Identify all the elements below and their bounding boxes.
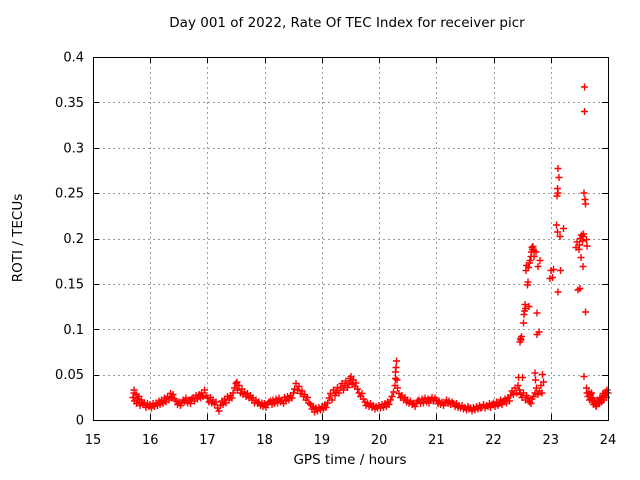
plot-border-and-ticks: [93, 57, 609, 421]
tick-label-layer: 15 16 17 18 19 20 21 22 23 24 0 0.05 0.1 0.15 0.2 0.25 0…: [55, 51, 616, 449]
gridlines: [93, 57, 608, 420]
data-points-roti: [129, 83, 612, 416]
y-tick-label: 0.3: [63, 141, 84, 156]
axis-layer: [93, 57, 609, 421]
y-axis-label: ROTI / TECUs: [10, 194, 26, 282]
data-layer: [129, 83, 612, 416]
y-tick-label: 0: [76, 414, 84, 429]
y-tick-label: 0.15: [55, 277, 84, 292]
y-tick-label: 0.2: [63, 232, 84, 247]
y-tick-label: 0.25: [55, 187, 84, 202]
x-tick-label: 23: [543, 433, 560, 448]
grid-layer: [93, 57, 608, 420]
y-tick-label: 0.1: [63, 323, 84, 338]
x-tick-label: 22: [485, 433, 502, 448]
chart-title: Day 001 of 2022, Rate Of TEC Index for r…: [169, 15, 525, 31]
x-tick-label: 19: [314, 433, 331, 448]
y-tick-label: 0.05: [55, 368, 84, 383]
y-tick-label: 0.35: [55, 96, 84, 111]
x-tick-label: 21: [428, 433, 445, 448]
x-tick-label: 20: [371, 433, 388, 448]
x-axis-label: GPS time / hours: [293, 452, 406, 468]
y-tick-label: 0.4: [63, 51, 84, 66]
x-tick-label: 15: [85, 433, 102, 448]
x-tick-label: 16: [142, 433, 159, 448]
x-tick-label: 17: [199, 433, 216, 448]
x-tick-label: 24: [600, 433, 617, 448]
x-tick-label: 18: [256, 433, 273, 448]
